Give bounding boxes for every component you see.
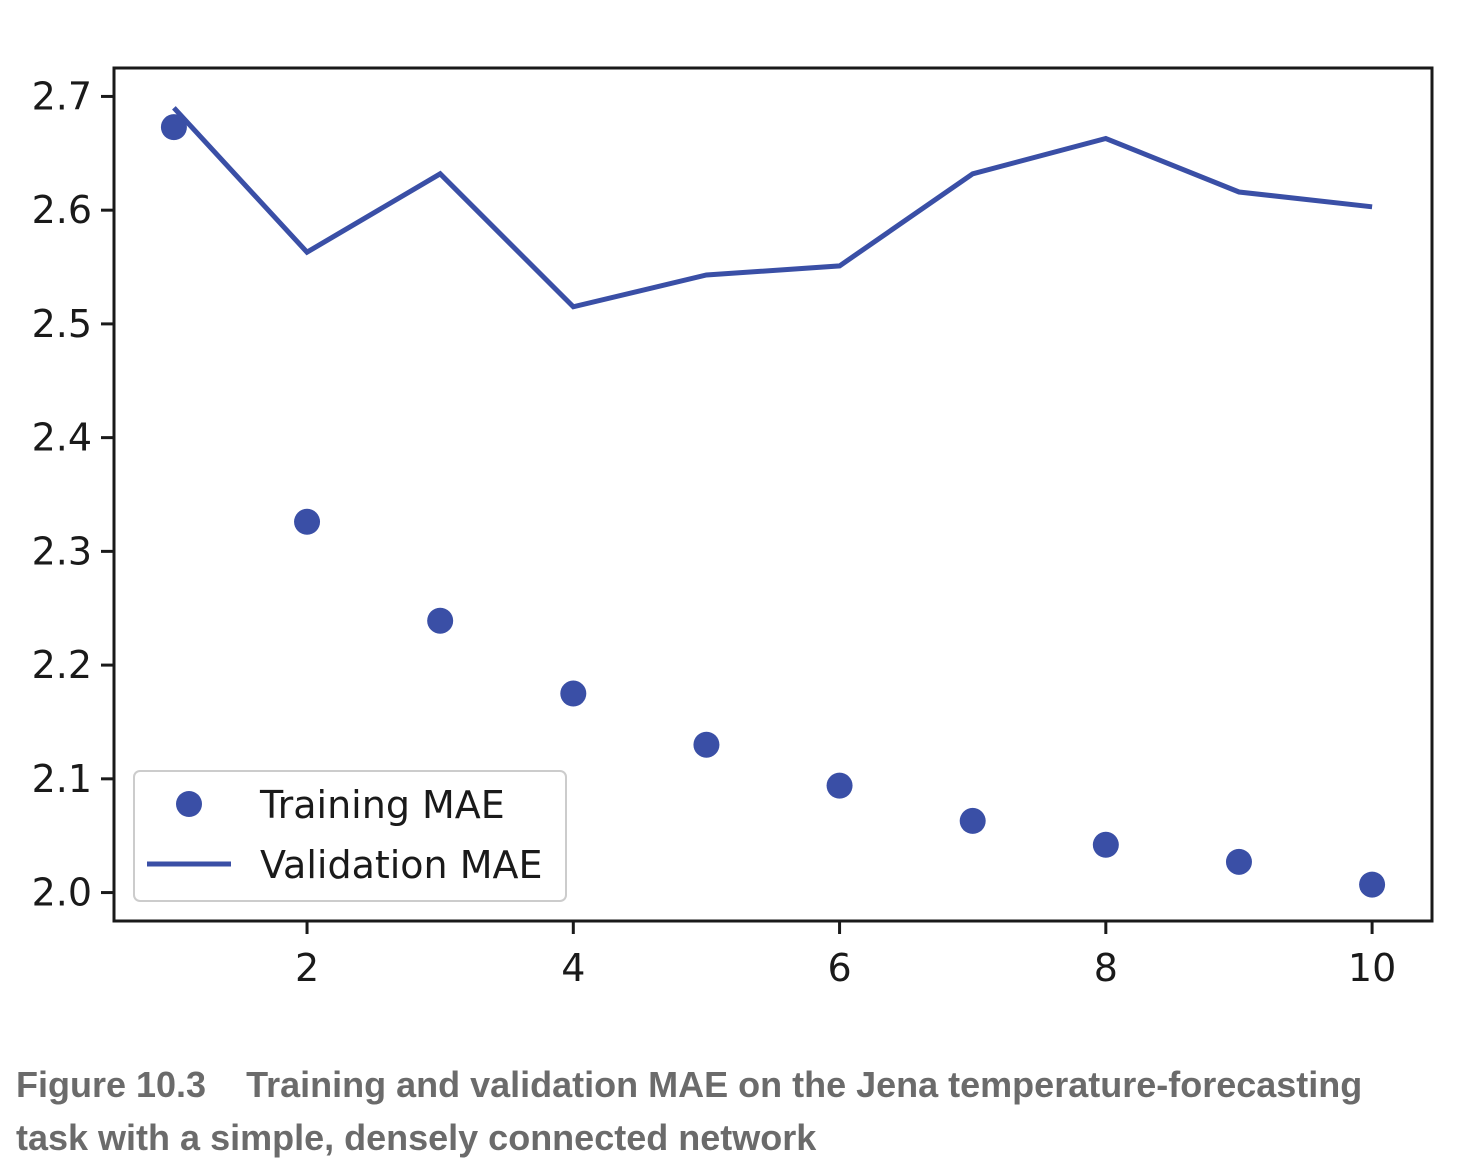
training-mae-point	[1359, 871, 1386, 898]
x-axis: 2 4 6 8 10	[295, 921, 1396, 990]
x-tick-label: 2	[295, 946, 319, 990]
training-mae-point	[1225, 848, 1252, 875]
legend-label-validation: Validation MAE	[260, 843, 543, 887]
legend-marker-training	[176, 791, 202, 817]
training-mae-point	[560, 680, 587, 707]
y-tick-label: 2.2	[32, 643, 92, 687]
y-tick-label: 2.7	[32, 74, 92, 118]
figure-number: Figure 10.3	[16, 1064, 207, 1105]
plot-frame	[112, 66, 1434, 923]
x-tick-label: 4	[561, 946, 585, 990]
y-tick-label: 2.5	[32, 302, 92, 346]
x-tick-label: 10	[1348, 946, 1396, 990]
chart: 2.0 2.1 2.2 2.3 2.4 2.5 2.6 2.7 2 4 6 8 10 Training…	[32, 66, 1434, 990]
training-mae-point	[826, 772, 853, 799]
training-mae-point	[1092, 831, 1119, 858]
legend-label-training: Training MAE	[259, 783, 505, 827]
y-tick-label: 2.1	[32, 757, 92, 801]
training-mae-point	[693, 731, 720, 758]
legend: Training MAE Validation MAE	[133, 770, 567, 902]
training-mae-point	[294, 508, 321, 535]
y-tick-label: 2.6	[32, 188, 92, 232]
training-mae-point	[959, 807, 986, 834]
figure-caption: Figure 10.3 Training and validation MAE o…	[16, 1058, 1436, 1164]
caption-text: Training and validation MAE on the Jena …	[16, 1064, 1363, 1158]
training-mae-point	[427, 607, 454, 634]
y-tick-label: 2.0	[32, 871, 92, 915]
y-tick-label: 2.3	[32, 529, 92, 573]
training-mae-point	[160, 114, 187, 141]
plot-area	[160, 106, 1386, 898]
x-tick-label: 6	[827, 946, 851, 990]
y-axis: 2.0 2.1 2.2 2.3 2.4 2.5 2.6 2.7	[32, 74, 114, 915]
y-tick-label: 2.4	[32, 416, 92, 460]
validation-mae-line	[172, 106, 1373, 310]
legend-box	[133, 770, 567, 902]
x-tick-label: 8	[1094, 946, 1118, 990]
